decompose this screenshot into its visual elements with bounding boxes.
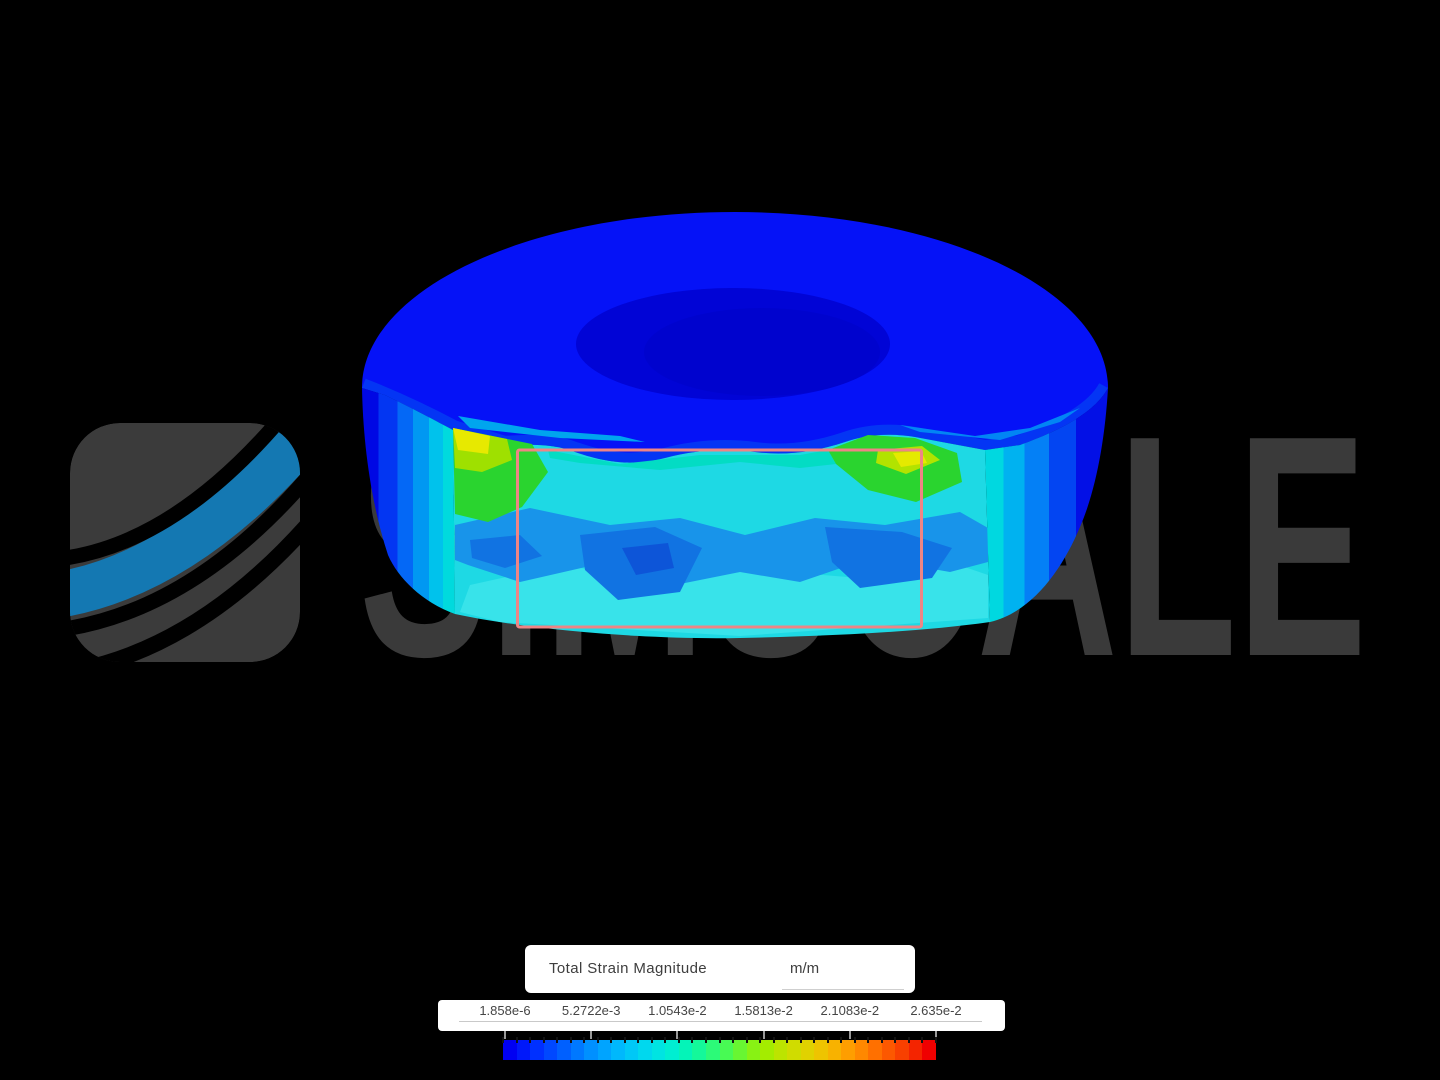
legend-tick-value[interactable]: 5.2722e-3 (545, 1003, 638, 1022)
colorbar-boundary-tick (596, 1037, 599, 1043)
contour-dark-blue-blob-3 (470, 535, 542, 568)
colorbar-band (611, 1040, 625, 1060)
colorbar-band (678, 1040, 693, 1060)
colorbar-boundary-tick (826, 1037, 829, 1043)
colorbar-boundary-tick (745, 1037, 748, 1043)
legend-unit-input[interactable]: m/m (782, 947, 904, 990)
colorbar-major-tick (762, 1031, 765, 1039)
colorbar-band (692, 1040, 706, 1060)
colorbar-band (827, 1040, 842, 1060)
colorbar-boundary-tick (935, 1037, 937, 1043)
colorbar-band (543, 1040, 558, 1060)
colorbar-band (787, 1040, 801, 1060)
model-hole-shade (644, 308, 880, 396)
colorbar-major-tick (590, 1031, 593, 1039)
colorbar-major-tick (935, 1031, 937, 1039)
colorbar-band (597, 1040, 612, 1060)
model-topface-streak-right (900, 408, 1080, 440)
colorbar-boundary-tick (610, 1037, 613, 1043)
colorbar-band (908, 1040, 923, 1060)
colorbar-boundary-tick (772, 1037, 775, 1043)
model-right-side (985, 388, 1108, 622)
colorbar-band (800, 1040, 815, 1060)
legend-title-box: Total Strain Magnitude m/m (525, 945, 915, 993)
colorbar-band (895, 1040, 909, 1060)
contour-darkest-blue (622, 543, 674, 575)
legend-tick-value[interactable]: 1.0543e-2 (631, 1003, 724, 1022)
colorbar-boundary-tick (840, 1037, 843, 1043)
colorbar-boundary-tick (515, 1037, 518, 1043)
colorbar-band (733, 1040, 747, 1060)
colorbar-boundary-tick (664, 1037, 667, 1043)
colorbar-band (746, 1040, 761, 1060)
colorbar-boundary-tick (556, 1037, 559, 1043)
colorbar-major-tick (848, 1031, 851, 1039)
colorbar-band (719, 1040, 734, 1060)
colorbar-band (814, 1040, 828, 1060)
hotspot-left-yellow (453, 428, 490, 454)
legend-scale-box: 1.858e-6 5.2722e-3 1.0543e-2 1.5813e-2 2.108… (438, 1000, 1005, 1031)
colorbar-boundary-tick (569, 1037, 572, 1043)
colorbar-band (841, 1040, 855, 1060)
colorbar-band (868, 1040, 882, 1060)
colorbar-band (557, 1040, 571, 1060)
colorbar-band (854, 1040, 869, 1060)
model-topface-streak-left (458, 416, 645, 442)
colorbar-boundary-tick (704, 1037, 707, 1043)
colorbar-band (705, 1040, 720, 1060)
colorbar-boundary-tick (623, 1037, 626, 1043)
colorbar-band (503, 1040, 517, 1060)
colorbar-boundary-tick (502, 1037, 504, 1043)
colorbar-boundary-tick (542, 1037, 545, 1043)
colorbar-boundary-tick (650, 1037, 653, 1043)
legend-tick-value[interactable]: 2.635e-2 (890, 1003, 982, 1022)
colorbar-band (530, 1040, 544, 1060)
highlight-region-outline[interactable] (516, 448, 923, 629)
hotspot-right-yellow (893, 451, 927, 467)
colorbar-boundary-tick (583, 1037, 586, 1043)
contour-mid-blue-band (455, 508, 988, 588)
legend-tick-value[interactable]: 2.1083e-2 (803, 1003, 896, 1022)
colorbar-boundary-tick (691, 1037, 694, 1043)
colorbar-major-tick (676, 1031, 679, 1039)
colorbar-band (760, 1040, 774, 1060)
colorbar-boundary-tick (677, 1037, 680, 1043)
colorbar-boundary-tick (867, 1037, 870, 1043)
colorbar-boundary-tick (921, 1037, 924, 1043)
colorbar-boundary-tick (732, 1037, 735, 1043)
colorbar-boundary-tick (718, 1037, 721, 1043)
colorbar-band (584, 1040, 598, 1060)
simscale-logo-icon (70, 423, 300, 662)
colorbar-boundary-tick (880, 1037, 883, 1043)
colorbar-boundary-tick (529, 1037, 532, 1043)
contour-teal-streak (548, 450, 836, 470)
colorbar-major-tick (504, 1031, 506, 1039)
colorbar-band (651, 1040, 666, 1060)
colorbar-boundary-tick (799, 1037, 802, 1043)
model-left-side (362, 388, 455, 614)
colorbar-boundary-tick (894, 1037, 897, 1043)
colorbar-boundary-tick (907, 1037, 910, 1043)
colorbar-band (665, 1040, 679, 1060)
colorbar-boundary-tick (813, 1037, 816, 1043)
colorbar-boundary-tick (786, 1037, 789, 1043)
colorbar-band (570, 1040, 585, 1060)
colorbar-band (922, 1040, 936, 1060)
legend-tick-value[interactable]: 1.5813e-2 (717, 1003, 810, 1022)
colorbar-band (881, 1040, 896, 1060)
colorbar[interactable] (503, 1040, 936, 1060)
legend-tick-value[interactable]: 1.858e-6 (459, 1003, 551, 1022)
legend-field-label: Total Strain Magnitude (549, 960, 708, 977)
colorbar-band (773, 1040, 788, 1060)
colorbar-boundary-tick (637, 1037, 640, 1043)
colorbar-band (624, 1040, 639, 1060)
colorbar-boundary-tick (759, 1037, 762, 1043)
colorbar-boundary-tick (853, 1037, 856, 1043)
colorbar-band (516, 1040, 531, 1060)
colorbar-band (638, 1040, 652, 1060)
